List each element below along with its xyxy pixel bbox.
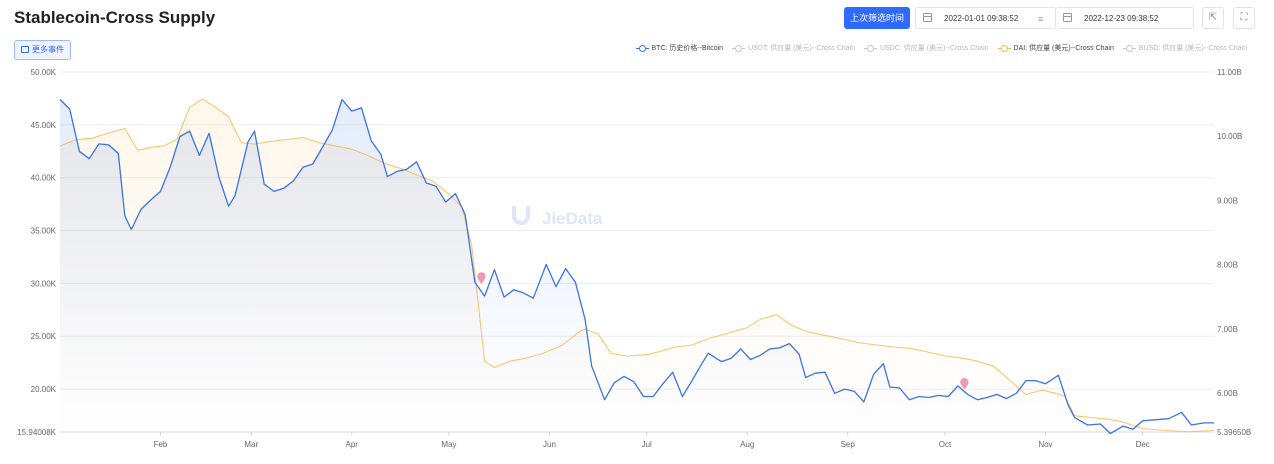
x-tick-label: Oct [939,440,952,449]
export-button[interactable]: ⇱ [1202,7,1224,29]
more-events-button[interactable]: 更多事件 [14,40,71,60]
series-areas [60,99,1214,434]
legend-item[interactable]: BUSD: 供应量 (美元)--Cross Chain [1122,43,1247,53]
legend-marker-icon [732,44,746,52]
event-pin-shape [477,272,486,285]
x-tick-label: Apr [346,440,359,449]
event-markers[interactable] [477,272,969,390]
x-tick-label: May [441,440,456,449]
y-left-tick-label: 45.00K [31,121,57,130]
y-right-tick-label: 6.00B [1217,389,1238,398]
page-title: Stablecoin-Cross Supply [14,8,216,27]
event-pin-icon[interactable] [960,378,969,390]
watermark: JieData [512,206,603,228]
x-tick-label: Jun [543,440,556,449]
series-lines [59,98,1215,435]
legend-item[interactable]: DAI: 供应量 (美元)--Cross Chain [997,43,1114,53]
legend-marker-icon [864,44,878,52]
event-pin-icon[interactable] [477,272,486,285]
y-left-tick-label: 35.00K [31,227,57,236]
series-line [59,98,1214,435]
legend-label: BTC: 历史价格--Bitcoin [651,45,724,52]
x-tick-label: Feb [154,440,168,449]
range-separator-icon: ≡ [1038,14,1044,24]
legend-item[interactable]: USDC: 供应量 (美元)--Cross Chain [864,43,989,53]
watermark-logo-icon [512,206,530,225]
x-tick-label: Mar [244,440,258,449]
y-left-tick-label: 20.00K [31,385,57,394]
calendar-icon [923,13,932,22]
end-date-picker[interactable]: 2022-12-23 09:38:52 [1056,7,1194,29]
y-left-tick-label: 40.00K [31,174,57,183]
legend-label: DAI: 供应量 (美元)--Cross Chain [1013,45,1114,52]
y-right-tick-label: 10.00B [1217,132,1242,141]
legend-item[interactable]: USDT: 供应量 (美元)--Cross Chain [732,43,855,53]
y-left-tick-label: 25.00K [31,332,57,341]
legend-marker-icon [997,44,1011,52]
legend-marker-icon [635,44,649,52]
calendar-icon [1063,13,1072,22]
axes: 15.94008K 20.00K 25.00K 30.00K 35.00K 40.00K 4… [17,68,1251,449]
fullscreen-icon: ⛶ [1240,12,1248,23]
y-right-tick-label: 5.39650B [1217,428,1251,437]
start-date-picker[interactable]: 2022-01-01 09:38:52 [915,7,1056,29]
start-date-value: 2022-01-01 09:38:52 [944,14,1019,23]
y-left-tick-label: 50.00K [31,68,57,77]
event-pin-shape [960,378,969,390]
legend-item[interactable]: BTC: 历史价格--Bitcoin [635,43,724,53]
legend-label: USDC: 供应量 (美元)--Cross Chain [880,45,989,52]
chart-legend: BTC: 历史价格--Bitcoin USDT: 供应量 (美元)--Cross … [635,43,1247,53]
y-right-tick-label: 9.00B [1217,196,1238,205]
more-events-label: 更多事件 [32,45,64,54]
line-chart: JieData 15.94008K 20.00K 25.00K 30.00K 35.00… [17,68,1251,449]
y-right-tick-label: 8.00B [1217,261,1238,270]
x-tick-label: Nov [1038,440,1052,449]
y-left-tick-label: 30.00K [31,279,57,288]
end-date-value: 2022-12-23 09:38:52 [1084,14,1159,23]
export-icon: ⇱ [1208,12,1218,23]
legend-marker-icon [1122,44,1136,52]
fullscreen-button[interactable]: ⛶ [1233,7,1255,29]
x-tick-label: Dec [1136,440,1150,449]
legend-label: USDT: 供应量 (美元)--Cross Chain [748,45,856,52]
x-tick-label: Sep [841,440,856,449]
y-right-tick-label: 11.00B [1217,68,1242,77]
last-filter-time-button[interactable]: 上次筛选时间 [844,7,910,29]
legend-label: BUSD: 供应量 (美元)--Cross Chain [1138,45,1247,52]
watermark-text: JieData [542,209,603,228]
x-tick-label: Aug [740,440,754,449]
event-list-icon [21,46,29,53]
x-tick-label: Jul [642,440,652,449]
y-right-tick-label: 7.00B [1217,325,1238,334]
series-line [59,98,1215,433]
y-left-tick-label: 15.94008K [17,428,56,437]
series-area [60,99,1214,434]
